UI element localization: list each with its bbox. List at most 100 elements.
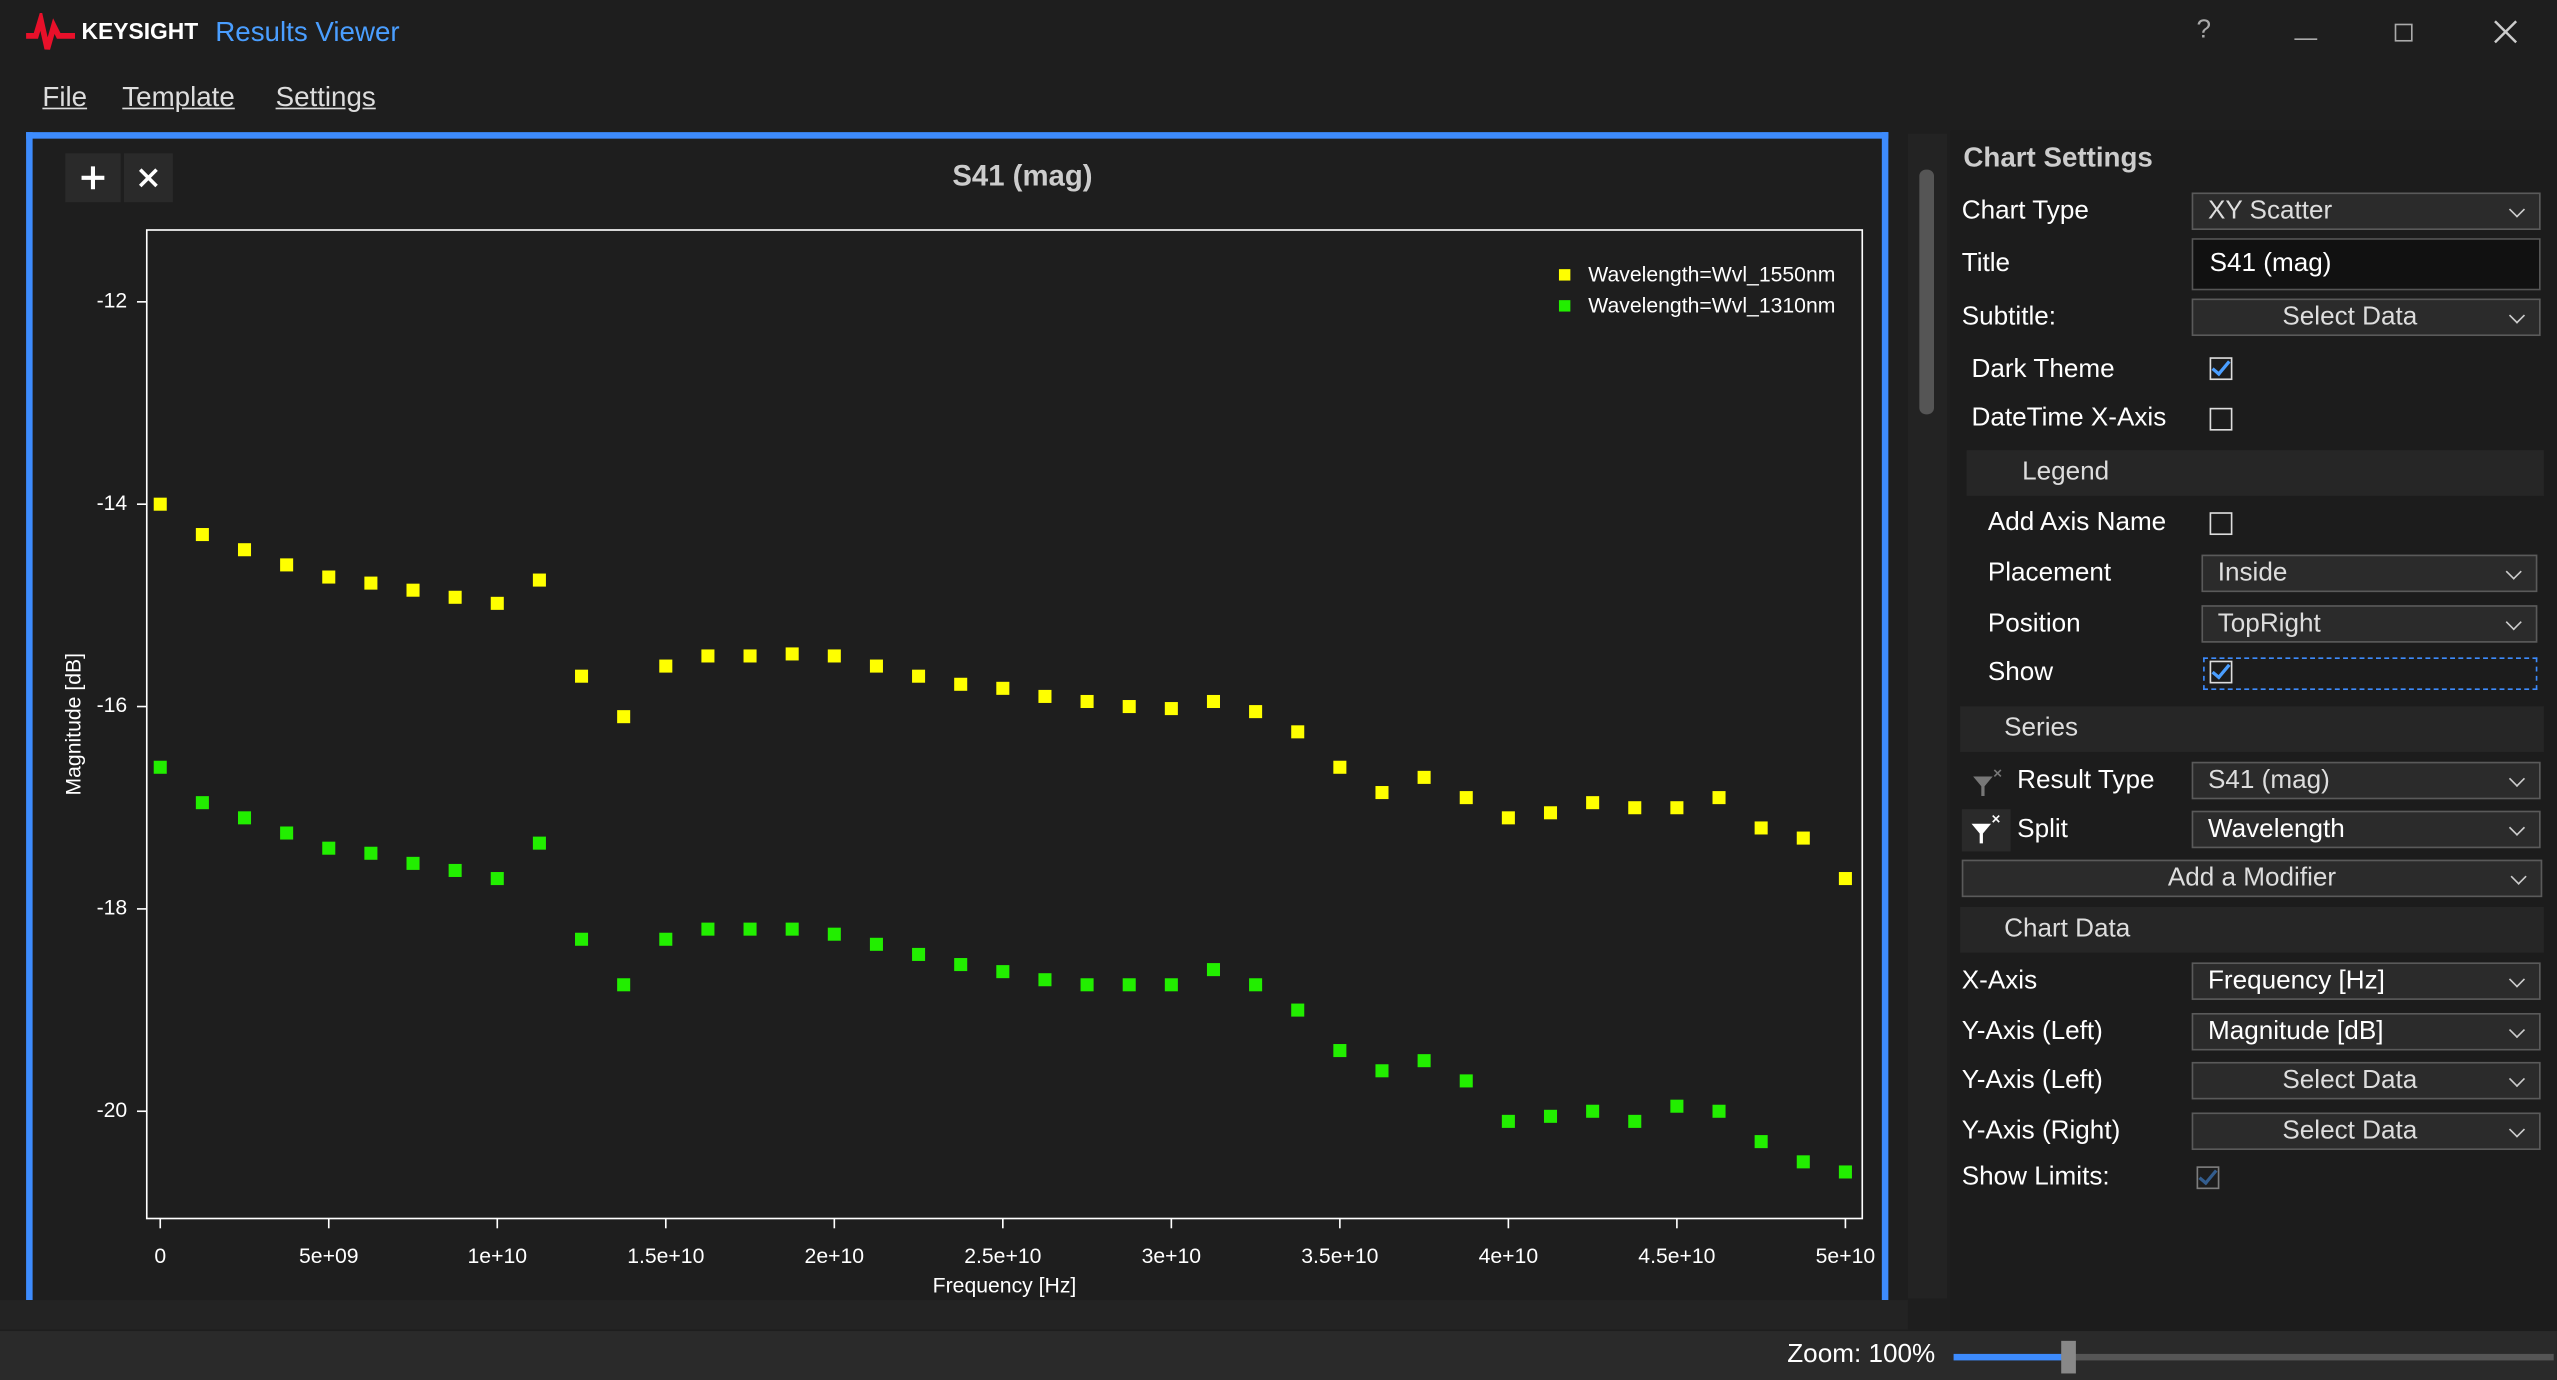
x-tick-label: 3.5e+10 <box>1301 1245 1378 1268</box>
close[interactable] <box>2494 20 2518 44</box>
filter-icon <box>1973 769 2002 797</box>
y-tick-label: -12 <box>97 289 128 312</box>
point <box>490 872 504 886</box>
point <box>1754 1135 1768 1149</box>
chart-title: S41 (mag) <box>952 160 1092 193</box>
point <box>1038 973 1052 987</box>
menu-item[interactable]: File <box>42 81 88 113</box>
dropdown[interactable]: Wavelength <box>2191 810 2541 849</box>
point <box>364 846 378 860</box>
label: Chart Type <box>1961 197 2089 226</box>
point <box>912 947 926 961</box>
checkbox[interactable] <box>2209 407 2233 431</box>
horizontal-scrollbar[interactable] <box>0 1300 1908 1330</box>
legend-label: Wavelength=Wvl_1550nm <box>1588 263 1835 286</box>
point <box>237 543 252 557</box>
label: Result Type <box>2017 766 2155 795</box>
label: Y-Axis (Left) <box>1961 1017 2103 1046</box>
app-title: Results Viewer <box>215 16 400 48</box>
point <box>1417 1054 1431 1068</box>
y-tick-label: -18 <box>97 896 128 919</box>
zoom-track <box>2067 1353 2554 1361</box>
point <box>1586 1104 1600 1118</box>
point <box>1417 770 1431 784</box>
legend-label: Wavelength=Wvl_1310nm <box>1588 294 1835 317</box>
label: Add Axis Name <box>1987 508 2167 537</box>
label: X-Axis <box>1961 967 2038 996</box>
dropdown[interactable]: Add a Modifier <box>1961 859 2543 898</box>
point <box>1754 821 1768 835</box>
point <box>869 937 883 951</box>
menu-item[interactable]: Settings <box>275 81 376 113</box>
point <box>954 958 968 972</box>
checkbox[interactable] <box>2209 512 2233 536</box>
zoom-slider[interactable] <box>2061 1340 2076 1374</box>
point <box>1122 700 1136 714</box>
point <box>827 927 841 941</box>
point <box>575 669 589 683</box>
section-header[interactable]: Chart Data <box>1960 906 2544 953</box>
section-header[interactable]: Series <box>1960 706 2544 752</box>
label: Split <box>2017 815 2068 844</box>
point <box>1333 1044 1347 1058</box>
dropdown[interactable]: TopRight <box>2201 605 2538 643</box>
checkbox[interactable] <box>2209 357 2233 381</box>
point <box>490 596 504 610</box>
help-button[interactable]: ? <box>2196 16 2212 45</box>
label: Subtitle: <box>1961 303 2057 332</box>
point <box>1670 801 1684 815</box>
point <box>617 978 631 992</box>
point <box>1501 811 1515 825</box>
checkbox[interactable] <box>2209 660 2233 684</box>
point <box>1628 1114 1642 1128</box>
x-tick-label: 2e+10 <box>805 1245 865 1268</box>
point <box>1080 978 1094 992</box>
point <box>532 836 546 850</box>
dropdown[interactable]: Frequency [Hz] <box>2191 962 2541 1000</box>
dropdown[interactable]: Select Data <box>2191 298 2541 337</box>
point <box>322 570 336 584</box>
x-tick-label: 1.5e+10 <box>627 1245 704 1268</box>
point <box>1796 1155 1810 1169</box>
point <box>1459 1074 1473 1088</box>
y-axis-label: Magnitude [dB] <box>63 653 86 796</box>
vertical-scrollbar[interactable] <box>1907 133 1948 1299</box>
point <box>280 558 294 572</box>
window-controls <box>2294 20 2518 44</box>
zoom-track-filled <box>1953 1353 2068 1361</box>
dropdown[interactable]: S41 (mag) <box>2191 761 2541 800</box>
label: Position <box>1987 610 2081 638</box>
dropdown[interactable]: XY Scatter <box>2191 192 2541 230</box>
x-tick-label: 5e+09 <box>299 1245 359 1268</box>
point <box>448 590 462 604</box>
checkbox[interactable] <box>2196 1166 2220 1190</box>
point <box>1670 1099 1684 1113</box>
label: Dark Theme <box>1971 355 2115 384</box>
point <box>1543 806 1558 820</box>
title-input[interactable]: S41 (mag) <box>2191 238 2541 291</box>
point <box>996 681 1010 695</box>
menu-item[interactable]: Template <box>122 81 235 113</box>
dropdown[interactable]: Inside <box>2201 554 2538 593</box>
zoom-label: Zoom: 100% <box>1787 1340 1936 1369</box>
dropdown[interactable]: Select Data <box>2191 1112 2541 1150</box>
point <box>1122 978 1136 992</box>
point <box>743 922 757 936</box>
dropdown[interactable]: Select Data <box>2191 1061 2541 1100</box>
label: Placement <box>1987 559 2112 588</box>
section-header[interactable]: Legend <box>1966 450 2544 496</box>
point <box>1501 1114 1515 1128</box>
dropdown[interactable]: Magnitude [dB] <box>2191 1012 2541 1051</box>
point <box>153 760 167 774</box>
plus-icon <box>81 166 105 190</box>
point <box>659 932 673 946</box>
point <box>743 649 757 663</box>
label: Y-Axis (Left) <box>1961 1066 2103 1095</box>
point <box>827 649 841 663</box>
point <box>1038 689 1052 703</box>
chart: S41 (mag) Frequency [Hz] Magnitude [dB] 0 5… <box>35 143 1879 1299</box>
panel-title: Chart Settings <box>1963 141 2153 173</box>
maximize[interactable] <box>2394 23 2413 42</box>
x-tick-label: 1e+10 <box>468 1245 528 1268</box>
